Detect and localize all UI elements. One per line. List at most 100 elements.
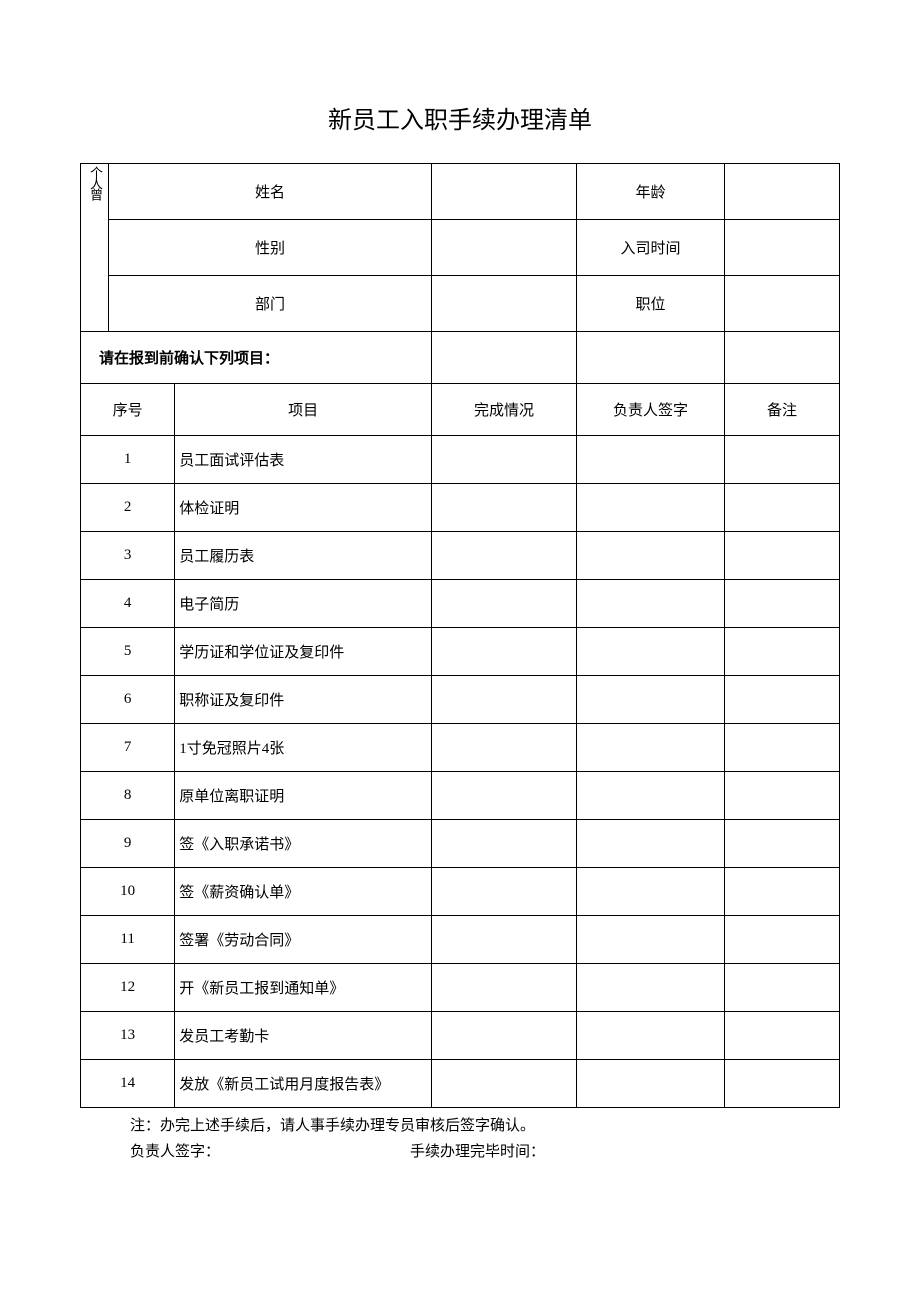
table-row: 11 签署《劳动合同》 [81,916,840,964]
status-cell [432,628,577,676]
table-row: 5 学历证和学位证及复印件 [81,628,840,676]
col-status: 完成情况 [432,384,577,436]
footer-notes: 注：办完上述手续后，请人事手续办理专员审核后签字确认。 负责人签字： 手续办理完… [80,1114,840,1165]
seq-cell: 9 [81,820,175,868]
confirm-section-blank-1 [432,332,577,384]
confirm-section-header: 请在报到前确认下列项目： [81,332,432,384]
item-cell: 体检证明 [175,484,432,532]
signature-cell [577,772,725,820]
seq-cell: 5 [81,628,175,676]
item-cell: 学历证和学位证及复印件 [175,628,432,676]
remark-cell [725,1060,840,1108]
seq-cell: 12 [81,964,175,1012]
remark-cell [725,436,840,484]
signature-cell [577,1060,725,1108]
table-row: 10 签《薪资确认单》 [81,868,840,916]
remark-cell [725,628,840,676]
item-cell: 职称证及复印件 [175,676,432,724]
status-cell [432,916,577,964]
item-cell: 1寸免冠照片4张 [175,724,432,772]
status-cell [432,484,577,532]
item-cell: 员工面试评估表 [175,436,432,484]
info-row-dept: 部门 职位 [81,276,840,332]
table-row: 4 电子简历 [81,580,840,628]
item-cell: 签署《劳动合同》 [175,916,432,964]
join-date-label: 入司时间 [577,220,725,276]
seq-cell: 14 [81,1060,175,1108]
onboarding-checklist-table: 个人曾 姓名 年龄 性别 入司时间 部门 职位 请在报到前确认下列项目： 序号 … [80,163,840,1108]
status-cell [432,724,577,772]
table-row: 12 开《新员工报到通知单》 [81,964,840,1012]
age-value [725,164,840,220]
signature-cell [577,964,725,1012]
signature-cell [577,532,725,580]
signature-cell [577,436,725,484]
seq-cell: 10 [81,868,175,916]
col-signature: 负责人签字 [577,384,725,436]
remark-cell [725,532,840,580]
document-title: 新员工入职手续办理清单 [80,100,840,135]
table-row: 7 1寸免冠照片4张 [81,724,840,772]
seq-cell: 1 [81,436,175,484]
item-cell: 签《薪资确认单》 [175,868,432,916]
info-row-name: 个人曾 姓名 年龄 [81,164,840,220]
position-label: 职位 [577,276,725,332]
item-cell: 发员工考勤卡 [175,1012,432,1060]
remark-cell [725,676,840,724]
table-row: 13 发员工考勤卡 [81,1012,840,1060]
item-cell: 原单位离职证明 [175,772,432,820]
table-row: 1 员工面试评估表 [81,436,840,484]
gender-label: 性别 [109,220,432,276]
status-cell [432,772,577,820]
remark-cell [725,964,840,1012]
seq-cell: 11 [81,916,175,964]
footer-signature-label: 负责人签字： [130,1140,410,1166]
seq-cell: 2 [81,484,175,532]
seq-cell: 3 [81,532,175,580]
name-label: 姓名 [109,164,432,220]
table-row: 9 签《入职承诺书》 [81,820,840,868]
remark-cell [725,772,840,820]
confirm-section-header-row: 请在报到前确认下列项目： [81,332,840,384]
column-headers-row: 序号 项目 完成情况 负责人签字 备注 [81,384,840,436]
remark-cell [725,484,840,532]
seq-cell: 7 [81,724,175,772]
position-value [725,276,840,332]
table-row: 8 原单位离职证明 [81,772,840,820]
age-label: 年龄 [577,164,725,220]
confirm-section-blank-2 [577,332,725,384]
info-row-gender: 性别 入司时间 [81,220,840,276]
table-row: 3 员工履历表 [81,532,840,580]
remark-cell [725,916,840,964]
seq-cell: 6 [81,676,175,724]
name-value [432,164,577,220]
signature-cell [577,916,725,964]
item-cell: 电子简历 [175,580,432,628]
item-cell: 发放《新员工试用月度报告表》 [175,1060,432,1108]
status-cell [432,1060,577,1108]
status-cell [432,580,577,628]
personal-info-section-label: 个人曾 [81,164,109,332]
status-cell [432,1012,577,1060]
remark-cell [725,820,840,868]
confirm-section-blank-3 [725,332,840,384]
status-cell [432,676,577,724]
signature-cell [577,868,725,916]
remark-cell [725,1012,840,1060]
signature-cell [577,628,725,676]
signature-cell [577,580,725,628]
col-item: 项目 [175,384,432,436]
signature-cell [577,724,725,772]
gender-value [432,220,577,276]
item-cell: 签《入职承诺书》 [175,820,432,868]
item-cell: 员工履历表 [175,532,432,580]
status-cell [432,964,577,1012]
dept-label: 部门 [109,276,432,332]
signature-cell [577,1012,725,1060]
signature-cell [577,676,725,724]
join-date-value [725,220,840,276]
table-row: 6 职称证及复印件 [81,676,840,724]
col-remark: 备注 [725,384,840,436]
table-row: 2 体检证明 [81,484,840,532]
table-row: 14 发放《新员工试用月度报告表》 [81,1060,840,1108]
